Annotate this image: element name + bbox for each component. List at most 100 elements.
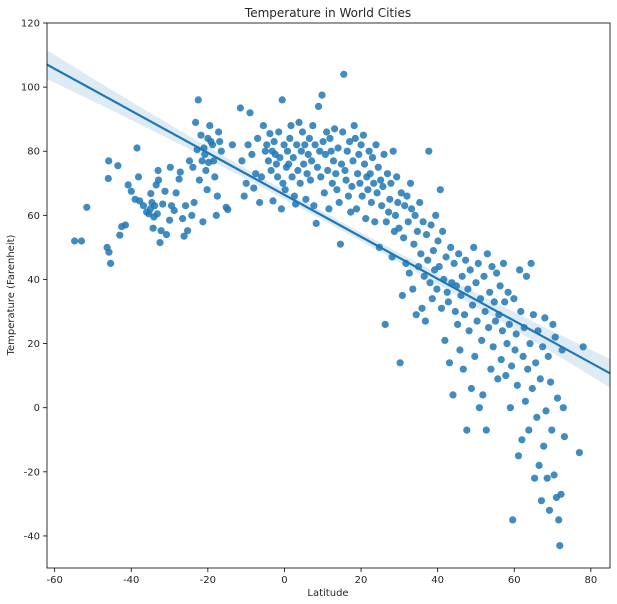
data-point	[309, 122, 317, 130]
data-point	[413, 227, 421, 235]
data-point	[172, 189, 180, 197]
data-point	[341, 166, 349, 175]
data-point	[357, 141, 365, 149]
data-point	[303, 170, 311, 178]
data-point	[424, 256, 432, 264]
data-point	[516, 266, 524, 274]
data-point	[334, 144, 342, 152]
data-point	[548, 426, 556, 434]
data-point	[208, 141, 217, 149]
data-point	[308, 157, 316, 165]
data-point	[182, 202, 190, 210]
data-point	[346, 138, 354, 146]
data-point	[510, 295, 518, 303]
x-axis-label: Latitude	[307, 588, 348, 599]
data-point	[238, 157, 246, 165]
y-tick-label: 120	[21, 19, 40, 30]
data-point	[71, 237, 79, 245]
data-point	[373, 189, 381, 197]
data-point	[240, 192, 248, 200]
data-point	[394, 198, 402, 207]
data-point	[395, 224, 403, 232]
data-point	[270, 138, 278, 146]
data-point	[370, 179, 378, 187]
data-point	[410, 240, 418, 248]
data-point	[391, 211, 400, 219]
y-tick-label: 60	[27, 211, 40, 222]
data-point	[252, 170, 260, 178]
data-point	[503, 340, 511, 348]
data-point	[360, 160, 369, 168]
data-point	[344, 192, 352, 200]
data-point	[195, 176, 203, 184]
data-point	[439, 227, 447, 235]
data-point	[449, 391, 457, 399]
data-point	[157, 227, 165, 235]
data-point	[332, 170, 340, 178]
data-point	[159, 200, 167, 208]
data-point	[216, 138, 224, 146]
data-point	[365, 147, 373, 155]
data-point	[210, 157, 218, 165]
data-point	[224, 206, 232, 214]
x-tick-label: 80	[584, 575, 597, 586]
data-point	[412, 311, 420, 319]
data-point	[197, 131, 205, 139]
data-point	[350, 122, 358, 130]
data-point	[328, 179, 336, 187]
data-point	[281, 186, 289, 194]
data-point	[246, 109, 254, 117]
data-point	[557, 490, 565, 498]
data-point	[312, 219, 320, 227]
data-point	[389, 147, 397, 155]
data-point	[285, 160, 293, 168]
data-point	[364, 186, 372, 194]
data-point	[83, 203, 91, 211]
data-point	[343, 147, 351, 155]
data-point	[380, 150, 388, 158]
data-point	[519, 352, 527, 360]
y-tick-label: 20	[27, 339, 40, 350]
data-point	[518, 436, 526, 444]
data-point	[306, 176, 315, 184]
data-point	[433, 285, 441, 293]
data-point	[267, 166, 275, 175]
data-point	[487, 365, 495, 373]
data-point	[421, 317, 429, 325]
data-point	[269, 197, 277, 205]
x-tick-label: 60	[508, 575, 521, 586]
data-point	[184, 227, 192, 235]
data-point	[105, 248, 113, 256]
data-point	[295, 118, 303, 126]
data-point	[441, 336, 449, 344]
data-point	[290, 192, 298, 200]
data-point	[242, 179, 250, 187]
data-point	[286, 134, 294, 142]
data-point	[432, 211, 440, 219]
data-point	[288, 173, 296, 181]
data-point	[211, 173, 219, 181]
data-point	[401, 202, 409, 210]
data-point	[248, 150, 256, 158]
data-point	[116, 231, 124, 239]
data-point	[347, 208, 355, 216]
data-point	[559, 404, 567, 412]
data-point	[475, 404, 483, 412]
data-point	[277, 205, 285, 213]
data-point	[409, 285, 417, 293]
data-point	[379, 182, 387, 191]
x-tick-label: 0	[281, 575, 287, 586]
data-point	[508, 362, 516, 370]
data-point	[473, 317, 481, 325]
data-point	[382, 218, 390, 226]
data-point	[179, 215, 187, 223]
data-point	[190, 198, 198, 207]
data-point	[445, 359, 454, 367]
x-tick-label: 20	[355, 575, 368, 586]
data-point	[313, 163, 321, 171]
data-point	[504, 288, 512, 296]
data-point	[228, 141, 236, 149]
data-point	[358, 192, 366, 200]
data-point	[444, 298, 452, 306]
data-point	[342, 176, 350, 184]
